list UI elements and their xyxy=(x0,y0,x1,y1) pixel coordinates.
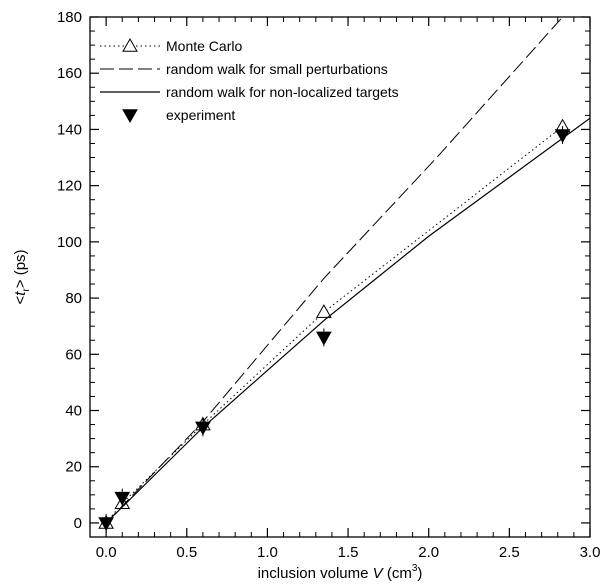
y-tick-label: 100 xyxy=(57,234,82,251)
legend-items: Monte Carlo random walk for small perturb… xyxy=(100,37,399,124)
y-tick-label: 80 xyxy=(65,290,82,307)
series-point-3 xyxy=(554,129,571,144)
legend-label: random walk for small perturbations xyxy=(166,61,388,77)
series-line-2 xyxy=(105,117,591,524)
x-axis-label-unit: (cm xyxy=(383,565,412,582)
y-tick-label: 160 xyxy=(57,65,82,82)
series-line-1 xyxy=(105,16,563,524)
legend-marker xyxy=(122,37,138,52)
x-axis-label: inclusion volume V (cm3) xyxy=(258,563,423,582)
y-axis-label-close: > (ps) xyxy=(12,249,29,288)
x-tick-label: 3.0 xyxy=(580,544,601,561)
series-layer xyxy=(98,16,591,532)
series-point-3 xyxy=(316,331,332,346)
x-tick-label: 0.5 xyxy=(176,544,197,561)
legend-label: random walk for non-localized targets xyxy=(166,84,399,100)
series-point-3 xyxy=(114,491,131,506)
series-point-3 xyxy=(98,517,114,531)
y-tick-label: 180 xyxy=(57,9,82,26)
x-tick-label: 0.0 xyxy=(96,544,117,561)
y-axis-label: <tr> (ps) xyxy=(12,249,32,304)
y-tick-label: 0 xyxy=(74,515,82,532)
x-axis-label-prefix: inclusion volume xyxy=(258,565,373,582)
y-tick-label: 140 xyxy=(57,121,82,138)
series-point-3 xyxy=(195,421,211,436)
legend-label: experiment xyxy=(166,107,235,123)
y-axis-label-variable: t xyxy=(12,291,29,296)
y-axis-label-open: < xyxy=(12,296,29,305)
y-tick-label: 60 xyxy=(65,346,82,363)
x-tick-label: 1.0 xyxy=(257,544,278,561)
x-axis-label-superscript: 3 xyxy=(412,563,418,574)
x-axis-label-close: ) xyxy=(417,565,422,582)
y-tick-label: 40 xyxy=(65,403,82,420)
legend: Monte Carlo random walk for small perturb… xyxy=(100,37,399,124)
y-tick-label: 120 xyxy=(57,178,82,195)
y-axis-label-subscript: r xyxy=(21,288,32,292)
plot-frame xyxy=(89,16,591,538)
series-line-0 xyxy=(105,126,563,524)
x-tick-label: 1.5 xyxy=(338,544,359,561)
x-tick-label: 2.0 xyxy=(418,544,439,561)
series-point-0 xyxy=(316,304,332,318)
y-tick-label: 20 xyxy=(65,459,82,476)
x-tick-label: 2.5 xyxy=(499,544,520,561)
x-axis-label-variable: V xyxy=(373,565,385,582)
legend-label: Monte Carlo xyxy=(166,38,242,54)
legend-marker xyxy=(122,109,138,124)
